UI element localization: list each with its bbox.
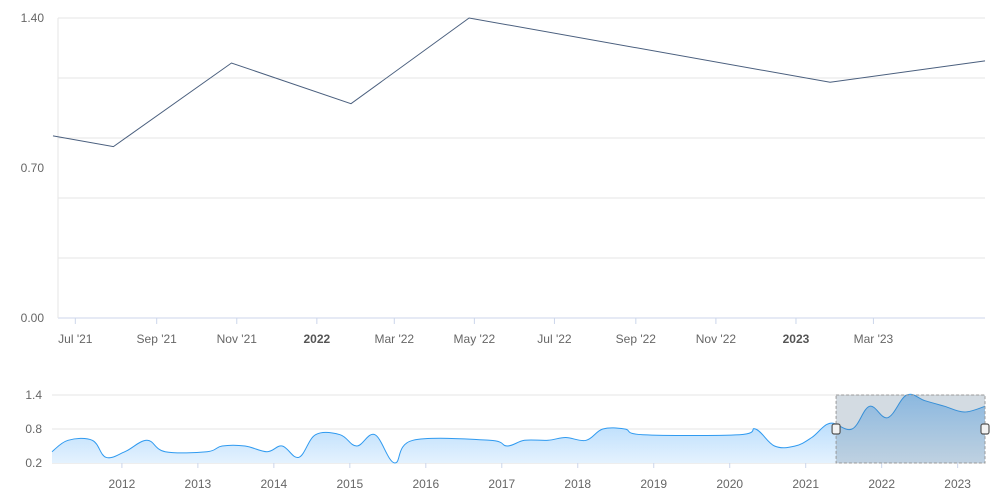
x-tick-label: Jul '21 [58, 332, 93, 346]
y-tick-label: 1.40 [21, 11, 45, 25]
main-series-line [53, 18, 985, 147]
x-tick-label: 2022 [303, 332, 330, 346]
y-tick-label: 0.8 [25, 422, 42, 436]
x-tick-label: 2023 [944, 477, 971, 491]
x-tick-label: 2020 [716, 477, 743, 491]
main-y-axis: 0.00 0.70 1.40 [21, 11, 45, 325]
x-tick-label: 2013 [185, 477, 212, 491]
x-tick-label: Mar '23 [854, 332, 894, 346]
x-tick-label: 2014 [261, 477, 288, 491]
navigator-handle-right[interactable] [981, 424, 989, 434]
handle-grip-icon [981, 424, 989, 434]
y-tick-label: 0.2 [25, 456, 42, 470]
navigator-selection[interactable] [836, 395, 985, 463]
x-tick-label: 2019 [640, 477, 667, 491]
x-tick-label: 2015 [336, 477, 363, 491]
x-tick-label: 2012 [109, 477, 136, 491]
navigator-y-axis: 0.2 0.8 1.4 [25, 388, 42, 470]
y-tick-label: 0.00 [21, 311, 45, 325]
main-x-axis: Jul '21 Sep '21 Nov '21 2022 Mar '22 May '22 J… [58, 318, 893, 346]
x-tick-label: 2016 [412, 477, 439, 491]
x-tick-label: Nov '22 [696, 332, 737, 346]
x-tick-label: 2017 [488, 477, 515, 491]
navigator-handle-left[interactable] [832, 424, 840, 434]
x-tick-label: May '22 [454, 332, 496, 346]
main-points [53, 18, 985, 147]
main-grid [58, 18, 985, 318]
x-tick-label: Nov '21 [217, 332, 258, 346]
navigator-x-axis: 2012 2013 2014 2015 2016 2017 2018 2019 2020 2021… [109, 463, 972, 491]
x-tick-label: Mar '22 [374, 332, 414, 346]
x-tick-label: Sep '22 [616, 332, 657, 346]
y-tick-label: 0.70 [21, 161, 45, 175]
x-tick-label: Jul '22 [537, 332, 572, 346]
x-tick-label: 2021 [792, 477, 819, 491]
y-tick-label: 1.4 [25, 388, 42, 402]
x-tick-label: 2022 [868, 477, 895, 491]
x-tick-label: 2023 [783, 332, 810, 346]
x-tick-label: 2018 [564, 477, 591, 491]
x-tick-label: Sep '21 [137, 332, 178, 346]
handle-grip-icon [832, 424, 840, 434]
